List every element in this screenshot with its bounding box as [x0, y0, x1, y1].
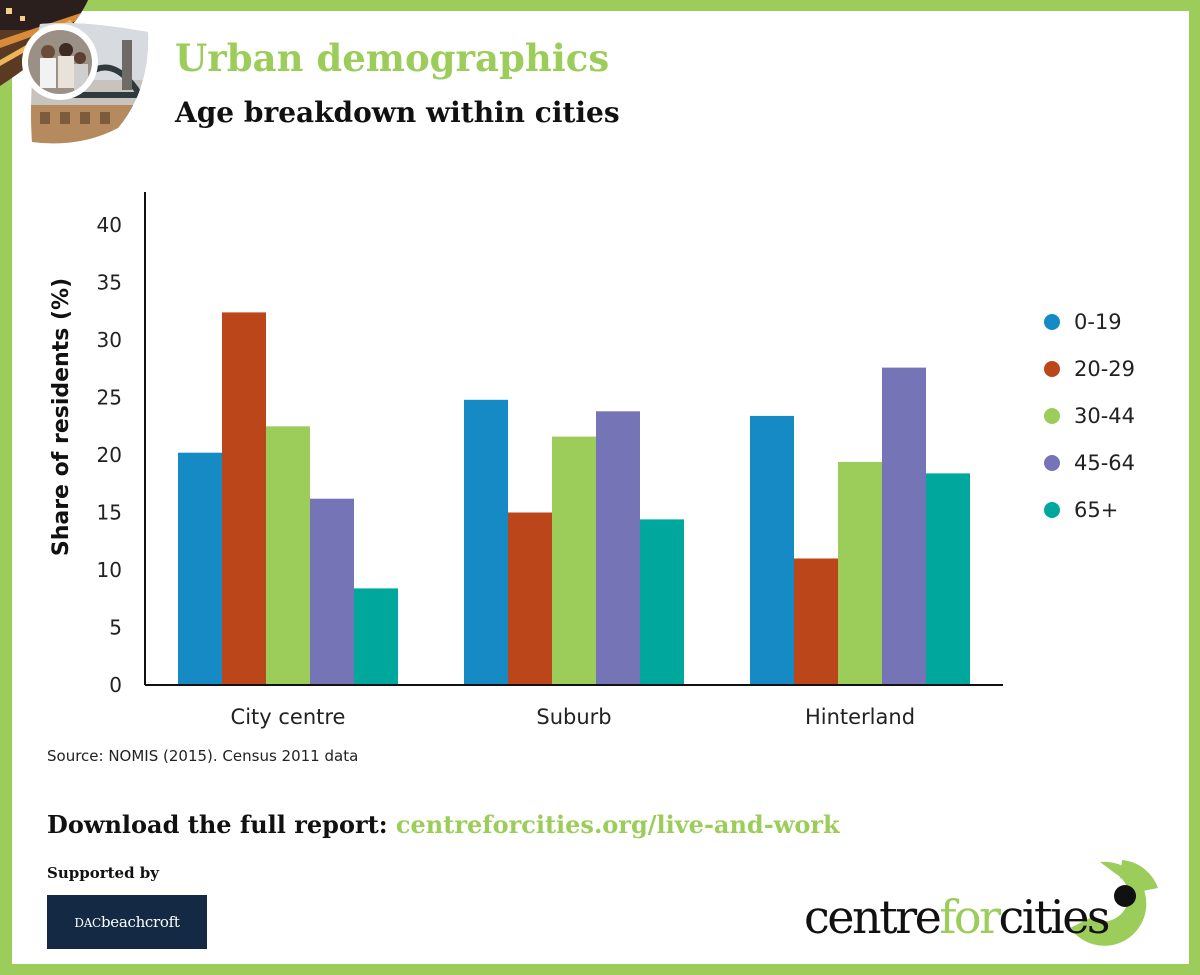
x-category-label: City centre: [231, 705, 346, 729]
y-tick-label: 15: [97, 501, 122, 525]
bar: [794, 558, 838, 685]
legend-swatch: [1044, 408, 1060, 424]
bar: [750, 415, 794, 685]
logo-dot-icon: [1114, 885, 1136, 907]
page-title: Urban demographics: [175, 36, 610, 80]
bar: [926, 473, 970, 685]
x-category-label: Suburb: [536, 705, 611, 729]
legend-label: 20-29: [1074, 357, 1135, 381]
brand-part-cities: cities: [998, 890, 1111, 944]
brand-part-for: for: [939, 890, 1001, 944]
bar: [882, 367, 926, 685]
y-axis-ticks: 0 5 10 15 20 25 30 35 40: [97, 213, 122, 697]
bar: [596, 411, 640, 685]
y-tick-label: 10: [97, 558, 122, 582]
y-tick-label: 30: [97, 328, 122, 352]
supported-by-label: Supported by: [47, 864, 160, 882]
bar: [464, 399, 508, 685]
y-tick-label: 40: [97, 213, 122, 237]
legend-swatch: [1044, 502, 1060, 518]
bar: [266, 426, 310, 686]
bar: [508, 512, 552, 685]
source-note: Source: NOMIS (2015). Census 2011 data: [47, 747, 359, 765]
sponsor-logo[interactable]: DACbeachcroft: [47, 895, 207, 949]
legend-swatch: [1044, 455, 1060, 471]
brand-part-centre: centre: [804, 890, 942, 944]
legend-label: 30-44: [1074, 404, 1135, 428]
y-tick-label: 35: [97, 271, 122, 295]
sponsor-name-b: beachcroft: [100, 913, 180, 931]
header-photo: [0, 0, 160, 150]
y-tick-label: 5: [109, 616, 122, 640]
legend-label: 0-19: [1074, 310, 1122, 334]
bar: [552, 436, 596, 685]
download-line: Download the full report: centreforcitie…: [47, 810, 840, 839]
bar: [178, 452, 222, 685]
legend-swatch: [1044, 314, 1060, 330]
bar: [310, 498, 354, 685]
logo-ring-icon: [1070, 861, 1147, 946]
bar-chart: 0 5 10 15 20 25 30 35 40 City centre Suburb Hinter…: [49, 192, 1135, 729]
legend-label: 45-64: [1074, 451, 1135, 475]
x-axis-categories: City centre Suburb Hinterland: [231, 705, 916, 729]
bar: [222, 312, 266, 685]
bar: [838, 461, 882, 685]
y-tick-label: 20: [97, 443, 122, 467]
legend-swatch: [1044, 361, 1060, 377]
legend-label: 65+: [1074, 498, 1118, 522]
y-axis-label: Share of residents (%): [49, 278, 74, 556]
y-tick-label: 25: [97, 386, 122, 410]
chart-title: Age breakdown within cities: [175, 96, 620, 129]
y-tick-label: 0: [109, 673, 122, 697]
x-category-label: Hinterland: [805, 705, 915, 729]
centre-for-cities-logo[interactable]: centreforcities: [800, 850, 1170, 950]
sponsor-name-a: DAC: [74, 916, 101, 930]
legend: 0-19 20-29 30-44 45-64 65+: [1044, 310, 1135, 522]
report-link[interactable]: centreforcities.org/live-and-work: [395, 810, 840, 839]
bar: [640, 519, 684, 685]
bar: [354, 588, 398, 685]
brand-wordmark: centreforcities: [804, 890, 1111, 944]
bars: [178, 312, 970, 686]
download-prefix: Download the full report:: [47, 810, 396, 839]
